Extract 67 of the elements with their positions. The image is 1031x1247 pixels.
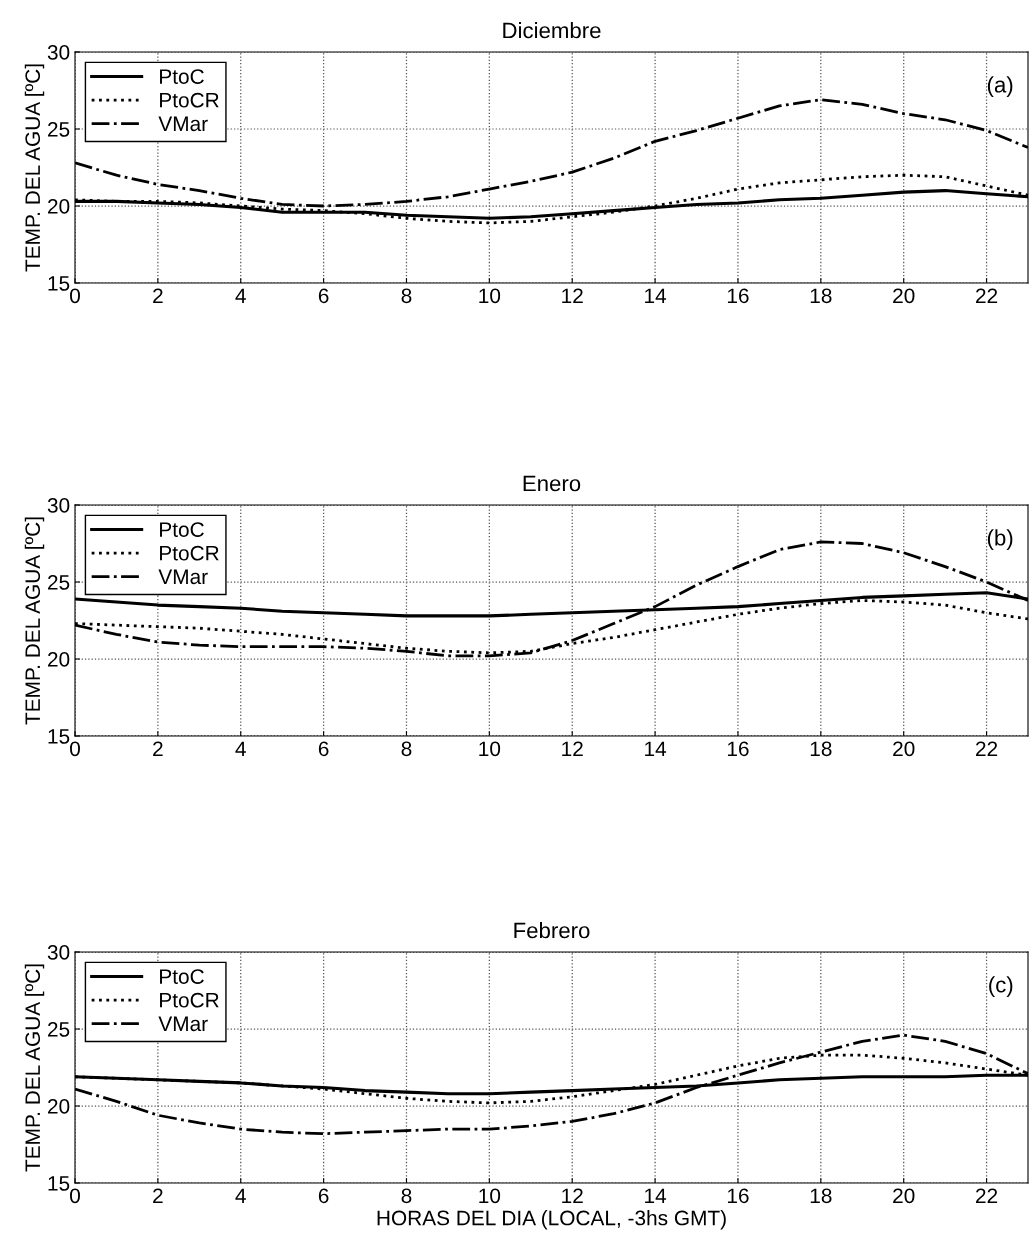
x-tick-label: 22 [976,288,998,303]
x-tick-label: 6 [318,1188,329,1204]
y-tick-label: 20 [48,1099,70,1114]
x-tick-label: 2 [153,288,163,303]
legend-label: PtoC [160,69,204,84]
legend-label: PtoC [160,969,204,984]
y-axis-title: TEMP. DEL AGUA [ºC] [24,64,45,272]
y-tick-label: 30 [47,498,70,513]
x-tick-label: 14 [645,1188,667,1203]
x-tick-label: 0 [70,1188,80,1204]
x-tick-label: 14 [645,741,667,756]
x-tick-label: 18 [810,741,832,757]
x-tick-label: 8 [401,741,412,757]
x-tick-label: 12 [562,288,583,303]
x-tick-label: 4 [235,1188,246,1203]
y-tick-label: 30 [47,945,70,960]
x-tick-label: 18 [810,288,832,304]
annotation: (a) [987,76,1013,97]
y-tick-label: 25 [48,122,70,137]
legend-label: PtoCR [160,992,219,1008]
x-tick-label: 8 [401,1188,412,1204]
x-tick-label: 0 [70,288,80,304]
x-tick-label: 2 [153,1188,163,1203]
x-tick-label: 16 [727,741,749,757]
x-tick-label: 10 [479,1188,501,1204]
x-tick-label: 20 [893,1188,915,1204]
legend-label: VMar [158,1016,208,1032]
x-tick-label: 0 [70,741,80,757]
annotation: (b) [987,529,1013,550]
annotation: (c) [989,976,1013,997]
y-tick-label: 15 [48,729,70,744]
x-tick-label: 12 [562,741,583,756]
chart-title: Enero [523,475,581,492]
x-tick-label: 20 [893,741,915,757]
y-tick-label: 20 [48,199,70,214]
x-tick-label: 4 [235,288,246,303]
y-tick-label: 25 [48,575,70,590]
y-tick-label: 15 [48,276,70,291]
x-tick-label: 4 [235,741,246,756]
x-tick-label: 8 [401,288,412,304]
x-tick-label: 16 [727,288,749,304]
y-axis-title: TEMP. DEL AGUA [ºC] [24,964,45,1172]
x-tick-label: 20 [893,288,915,304]
y-tick-label: 30 [47,45,70,60]
x-tick-label: 6 [318,288,329,304]
chart-title: Diciembre [503,22,601,39]
legend-label: PtoCR [160,92,219,108]
legend-label: VMar [158,569,208,585]
x-tick-label: 16 [727,1188,749,1204]
legend-label: VMar [158,116,208,132]
chart-title: Febrero [514,922,590,939]
x-tick-label: 6 [318,741,329,757]
x-tick-label: 22 [976,741,998,756]
x-tick-label: 2 [153,741,163,756]
x-tick-label: 10 [479,741,501,757]
y-tick-label: 15 [48,1176,70,1191]
y-tick-label: 25 [48,1022,70,1037]
x-tick-label: 22 [976,1188,998,1203]
x-tick-label: 12 [562,1188,583,1203]
y-tick-label: 20 [48,652,70,667]
y-axis-title: TEMP. DEL AGUA [ºC] [24,517,45,725]
x-tick-label: 10 [479,288,501,304]
legend-label: PtoCR [160,545,219,561]
legend-label: PtoC [160,522,204,537]
x-tick-label: 14 [645,288,667,303]
x-axis-title: HORAS DEL DIA (LOCAL, -3hs GMT) [377,1210,726,1230]
x-tick-label: 18 [810,1188,832,1204]
